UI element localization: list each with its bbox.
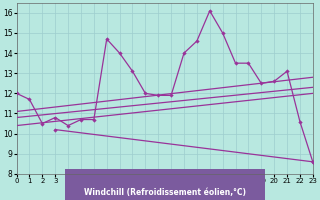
X-axis label: Windchill (Refroidissement éolien,°C): Windchill (Refroidissement éolien,°C) (84, 188, 246, 197)
